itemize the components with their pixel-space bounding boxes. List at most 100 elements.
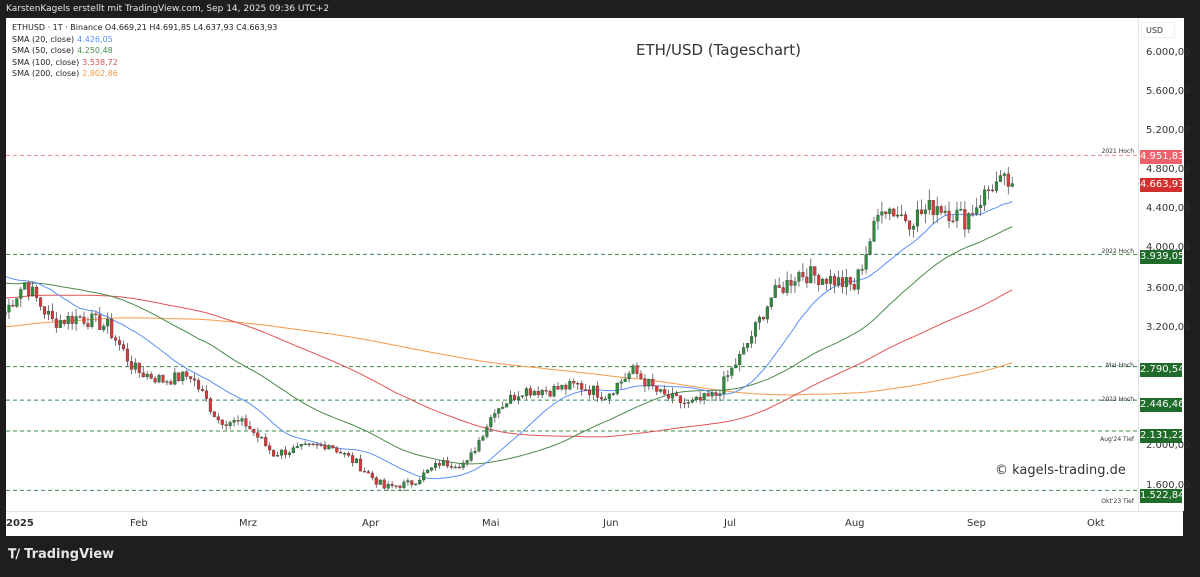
- chart-pane[interactable]: [6, 18, 1183, 511]
- candle: [94, 313, 98, 316]
- candle: [611, 393, 615, 395]
- candle: [647, 378, 651, 387]
- candle: [603, 398, 607, 401]
- candle: [825, 278, 829, 284]
- candle: [311, 443, 315, 446]
- candle: [552, 386, 556, 397]
- candle: [406, 480, 410, 483]
- tradingview-logo-icon: 𝐓∕: [8, 547, 20, 562]
- candle: [220, 419, 224, 425]
- candle: [264, 437, 268, 446]
- candle: [173, 372, 177, 385]
- candle: [256, 432, 260, 438]
- y-tick: 5.600,00: [1146, 86, 1191, 97]
- candle: [50, 310, 54, 320]
- candle: [110, 319, 114, 338]
- candle: [524, 388, 528, 396]
- candle: [275, 455, 280, 457]
- candle: [208, 398, 212, 412]
- candle: [228, 422, 232, 426]
- candle: [955, 209, 959, 222]
- candle: [540, 390, 544, 396]
- candle: [520, 395, 524, 397]
- candle: [141, 372, 145, 378]
- currency-label[interactable]: USD: [1141, 22, 1175, 38]
- candle: [240, 418, 244, 422]
- sma20-value: 4.426,05: [77, 34, 113, 44]
- level-label-aug24-tief: 2.131,22: [1140, 429, 1185, 443]
- candle: [935, 206, 939, 215]
- candle: [738, 354, 742, 366]
- candle: [114, 337, 118, 341]
- candle: [121, 344, 126, 350]
- level-label-2022-hoch: 3.939,05: [1140, 250, 1185, 264]
- sma50-value: 4.250,48: [77, 46, 113, 55]
- candle: [477, 440, 481, 452]
- candle: [505, 403, 509, 408]
- candle: [900, 214, 904, 216]
- candle: [765, 306, 769, 320]
- candle: [801, 272, 805, 278]
- candle: [200, 389, 205, 391]
- candle: [848, 277, 852, 285]
- sma50-row: SMA (50, close) 4.250,48: [12, 46, 113, 55]
- candle: [224, 424, 228, 426]
- candle: [714, 392, 718, 396]
- candle: [832, 276, 837, 286]
- candle: [6, 311, 7, 316]
- candle: [485, 426, 489, 437]
- candle: [335, 447, 339, 453]
- credit-bar: KarstenKagels erstellt mit TradingView.c…: [0, 0, 1200, 18]
- candle: [757, 316, 761, 323]
- candle: [580, 383, 584, 390]
- candle: [291, 447, 295, 454]
- candle: [588, 389, 592, 395]
- candle: [283, 449, 287, 456]
- candle: [437, 463, 442, 466]
- candle: [595, 385, 600, 398]
- candle: [572, 381, 576, 384]
- candle: [465, 460, 469, 464]
- candle: [635, 365, 639, 374]
- sma100-row: SMA (100, close) 3.538,72: [12, 57, 118, 67]
- candle: [54, 318, 58, 328]
- candle: [181, 371, 185, 382]
- candle: [118, 340, 122, 345]
- candle: [904, 214, 908, 221]
- time-axis[interactable]: [6, 511, 1183, 537]
- chart-legend: ETHUSD · 1T · Binance O4.669,21 H4.691,8…: [12, 22, 277, 80]
- candle: [457, 466, 461, 469]
- candle: [694, 396, 698, 401]
- candle: [746, 343, 750, 348]
- candle: [351, 455, 355, 463]
- candle: [872, 221, 876, 242]
- y-tick: 4.400,00: [1146, 203, 1191, 214]
- level-label-mai-hoch: 2.790,54: [1140, 363, 1185, 377]
- candle: [750, 336, 754, 344]
- candle: [390, 484, 394, 486]
- candle: [742, 347, 746, 355]
- tradingview-logo[interactable]: 𝐓∕ TradingView: [8, 547, 115, 562]
- candle: [797, 272, 801, 282]
- candle: [856, 269, 860, 290]
- candle: [66, 316, 70, 324]
- candle: [726, 375, 730, 377]
- candle: [544, 390, 548, 392]
- candle: [161, 375, 165, 383]
- candle: [915, 209, 919, 227]
- y-tick: 5.200,00: [1146, 125, 1191, 136]
- y-tick: 6.000,00: [1146, 47, 1191, 58]
- candle: [177, 372, 181, 382]
- candle: [422, 472, 426, 481]
- candle: [702, 393, 706, 401]
- candle: [78, 316, 82, 318]
- candle: [204, 390, 209, 399]
- candle: [967, 213, 971, 230]
- price-axis[interactable]: [1138, 18, 1184, 511]
- candle: [129, 361, 133, 370]
- candle: [643, 378, 647, 387]
- candle: [7, 304, 11, 313]
- candle: [106, 319, 110, 327]
- candle: [493, 413, 497, 418]
